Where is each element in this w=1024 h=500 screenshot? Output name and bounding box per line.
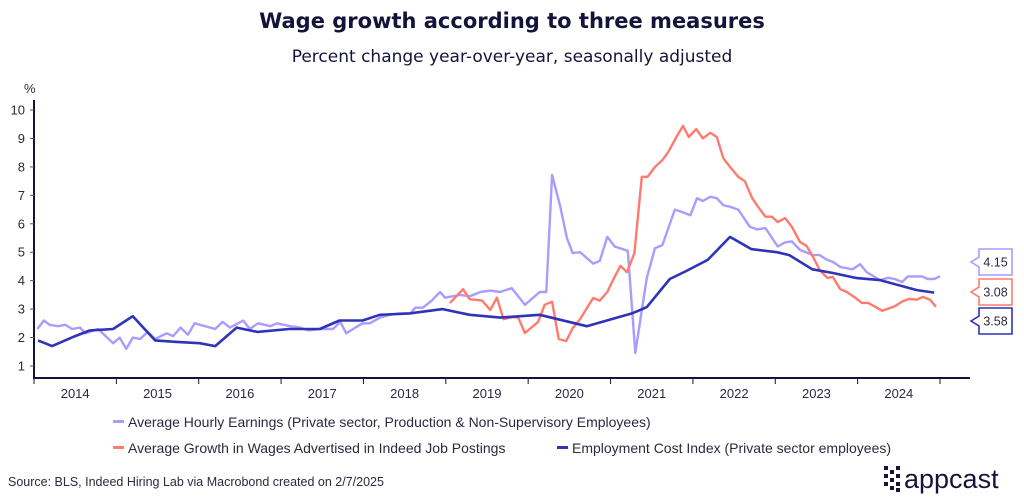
y-tick-label: 8 — [18, 159, 25, 174]
series-line-ahe — [36, 173, 941, 355]
legend-item-ahe: Average Hourly Earnings (Private sector,… — [113, 414, 651, 430]
x-tick-label: 2015 — [143, 386, 172, 401]
y-tick-label: 3 — [18, 302, 25, 317]
chart-title: Wage growth according to three measures — [259, 9, 765, 33]
legend-label-ahe: Average Hourly Earnings (Private sector,… — [128, 414, 651, 430]
end-label-box — [969, 248, 1013, 276]
y-tick-label: 5 — [18, 245, 25, 260]
legend-label-eci: Employment Cost Index (Private sector em… — [572, 440, 891, 456]
y-tick-label: 2 — [18, 330, 25, 345]
x-tick-label: 2019 — [473, 386, 502, 401]
series-line-eci — [37, 235, 935, 348]
end-label-box — [969, 307, 1013, 335]
legend-item-eci: Employment Cost Index (Private sector em… — [557, 440, 891, 456]
appcast-logo-text: appcast — [904, 464, 999, 494]
series-line-indeed — [449, 124, 937, 343]
appcast-logo-icon — [884, 466, 900, 492]
end-label-value: 4.15 — [983, 256, 1007, 270]
y-tick-label: 4 — [18, 273, 25, 288]
end-label-box — [969, 278, 1013, 306]
y-tick-label: 7 — [18, 188, 25, 203]
x-tick-label: 2024 — [884, 386, 913, 401]
x-tick-label: 2023 — [802, 386, 831, 401]
y-tick-label: 10 — [11, 103, 25, 118]
legend-item-indeed: Average Growth in Wages Advertised in In… — [113, 440, 505, 456]
legend-swatch-ahe — [113, 420, 124, 423]
x-tick-label: 2021 — [637, 386, 666, 401]
y-tick-label: 1 — [18, 359, 25, 374]
chart-subtitle: Percent change year-over-year, seasonall… — [292, 47, 733, 67]
y-axis-unit: % — [24, 81, 36, 96]
legend-label-indeed: Average Growth in Wages Advertised in In… — [128, 440, 505, 456]
x-tick-label: 2022 — [720, 386, 749, 401]
legend-swatch-indeed — [113, 446, 124, 449]
x-tick-label: 2018 — [390, 386, 419, 401]
end-label-ahe: 4.15 — [969, 248, 1013, 276]
end-label-value: 3.58 — [983, 315, 1007, 329]
y-tick-label: 9 — [18, 131, 25, 146]
end-label-value: 3.08 — [983, 286, 1007, 300]
legend-swatch-eci — [557, 446, 568, 449]
x-tick-label: 2017 — [308, 386, 337, 401]
end-label-indeed: 3.08 — [969, 278, 1013, 306]
appcast-logo: appcast — [884, 464, 999, 494]
y-tick-label: 6 — [18, 216, 25, 231]
x-tick-label: 2020 — [555, 386, 584, 401]
x-tick-label: 2016 — [225, 386, 254, 401]
x-tick-label: 2014 — [61, 386, 90, 401]
legend: Average Hourly Earnings (Private sector,… — [113, 414, 891, 456]
source-note: Source: BLS, Indeed Hiring Lab via Macro… — [8, 475, 384, 489]
end-label-eci: 3.58 — [969, 307, 1013, 335]
